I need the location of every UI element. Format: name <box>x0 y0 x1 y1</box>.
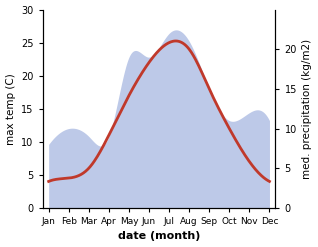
Y-axis label: max temp (C): max temp (C) <box>5 73 16 144</box>
Y-axis label: med. precipitation (kg/m2): med. precipitation (kg/m2) <box>302 39 313 179</box>
X-axis label: date (month): date (month) <box>118 231 200 242</box>
